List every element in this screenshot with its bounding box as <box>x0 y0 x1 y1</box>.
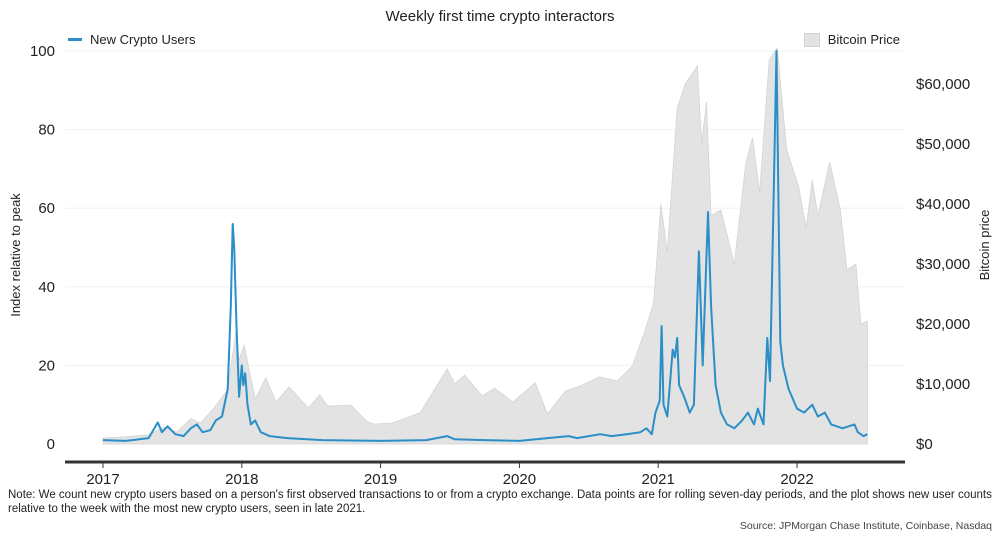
y2-tick-label: $30,000 <box>916 256 970 273</box>
legend-new-crypto-users: New Crypto Users <box>68 32 195 47</box>
x-tick-label: 2018 <box>225 471 258 488</box>
y-tick-label: 40 <box>38 279 55 296</box>
y2-tick-label: $10,000 <box>916 376 970 393</box>
x-tick-label: 2022 <box>780 471 813 488</box>
chart-source: Source: JPMorgan Chase Institute, Coinba… <box>739 520 992 532</box>
x-tick-label: 2019 <box>364 471 397 488</box>
y2-axis-title: Bitcoin price <box>977 210 992 281</box>
y-axis-title: Index relative to peak <box>8 193 23 317</box>
y2-tick-label: $20,000 <box>916 316 970 333</box>
legend-bitcoin-price: Bitcoin Price <box>803 32 900 47</box>
y-tick-label: 0 <box>47 436 55 453</box>
legend-label: New Crypto Users <box>90 32 196 47</box>
y-tick-label: 60 <box>38 200 55 217</box>
x-tick-label: 2020 <box>503 471 536 488</box>
y-tick-label: 20 <box>38 357 55 374</box>
y2-tick-label: $50,000 <box>916 136 970 153</box>
chart-title: Weekly first time crypto interactors <box>385 8 615 25</box>
y-tick-label: 80 <box>38 122 55 139</box>
chart-note: Note: We count new crypto users based on… <box>8 489 992 515</box>
x-tick-label: 2017 <box>86 471 119 488</box>
legend-area-swatch <box>803 32 820 47</box>
new-crypto-users-line <box>102 50 868 442</box>
y2-tick-label: $60,000 <box>916 76 970 93</box>
legend-label: Bitcoin Price <box>827 32 900 47</box>
y2-tick-label: $0 <box>916 436 933 453</box>
x-tick-label: 2021 <box>642 471 675 488</box>
y-tick-label: 100 <box>30 43 55 60</box>
y2-tick-label: $40,000 <box>916 196 970 213</box>
bitcoin-price-area <box>102 46 868 445</box>
legend-line-swatch <box>68 38 82 41</box>
